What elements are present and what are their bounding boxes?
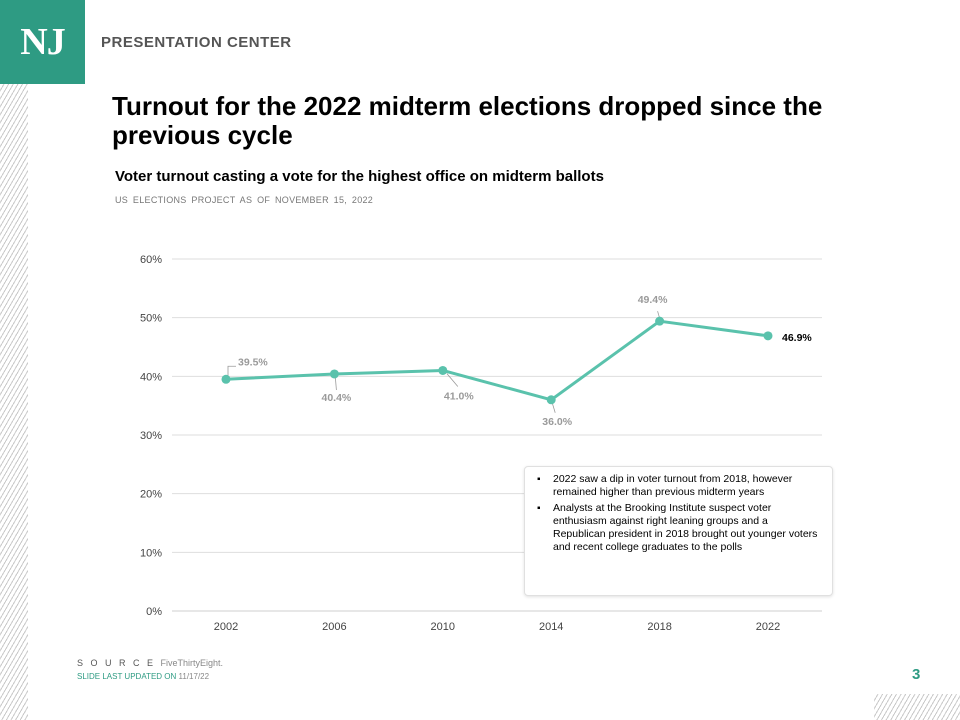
label-leader-line xyxy=(446,373,459,387)
series-line xyxy=(225,319,769,402)
label-leader-line xyxy=(227,365,236,377)
y-tick-label: 30% xyxy=(140,430,162,442)
y-tick-label: 10% xyxy=(140,547,162,559)
footer-source: S O U R C E FiveThirtyEight. xyxy=(77,658,223,668)
updated-value: 11/17/22 xyxy=(178,672,210,681)
data-point xyxy=(329,369,339,379)
source-value: FiveThirtyEight. xyxy=(160,658,224,668)
x-tick-label: 2018 xyxy=(647,621,671,633)
data-label: 40.4% xyxy=(322,392,352,404)
notes-box: 2022 saw a dip in voter turnout from 201… xyxy=(524,466,833,596)
footer-updated: SLIDE LAST UPDATED ON 11/17/22 xyxy=(77,672,209,681)
y-tick-label: 20% xyxy=(140,489,162,501)
data-source-line: US ELECTIONS PROJECT AS OF NOVEMBER 15, … xyxy=(115,195,374,205)
data-point xyxy=(763,331,773,341)
label-leader-line xyxy=(335,377,337,391)
y-tick-label: 40% xyxy=(140,371,162,383)
chart-subtitle: Voter turnout casting a vote for the hig… xyxy=(115,168,604,185)
x-tick-label: 2022 xyxy=(756,621,780,633)
x-tick-label: 2014 xyxy=(539,621,563,633)
data-label: 36.0% xyxy=(542,416,572,428)
x-tick-label: 2002 xyxy=(214,621,238,633)
note-item: Analysts at the Brooking Institute suspe… xyxy=(537,502,822,554)
data-point xyxy=(546,395,556,405)
data-label: 39.5% xyxy=(238,356,268,368)
nj-logo: NJ xyxy=(0,0,85,84)
x-tick-label: 2006 xyxy=(322,621,346,633)
data-label: 49.4% xyxy=(638,294,668,306)
corner-hatch-decoration xyxy=(874,694,960,720)
data-label: 41.0% xyxy=(444,390,474,402)
data-label: 46.9% xyxy=(782,332,812,344)
y-tick-label: 60% xyxy=(140,254,162,266)
data-point xyxy=(655,316,665,326)
source-label: S O U R C E xyxy=(77,658,156,668)
data-point xyxy=(221,374,231,384)
data-point xyxy=(438,365,448,375)
x-tick-label: 2010 xyxy=(431,621,455,633)
page-number: 3 xyxy=(912,666,921,683)
left-hatch-decoration xyxy=(0,84,28,720)
label-leader-line xyxy=(551,402,556,413)
brand-name: PRESENTATION CENTER xyxy=(101,34,292,51)
y-tick-label: 50% xyxy=(140,313,162,325)
note-item: 2022 saw a dip in voter turnout from 201… xyxy=(537,473,822,499)
y-tick-label: 0% xyxy=(146,606,162,618)
updated-label: SLIDE LAST UPDATED ON xyxy=(77,672,177,681)
slide-title: Turnout for the 2022 midterm elections d… xyxy=(112,91,823,150)
